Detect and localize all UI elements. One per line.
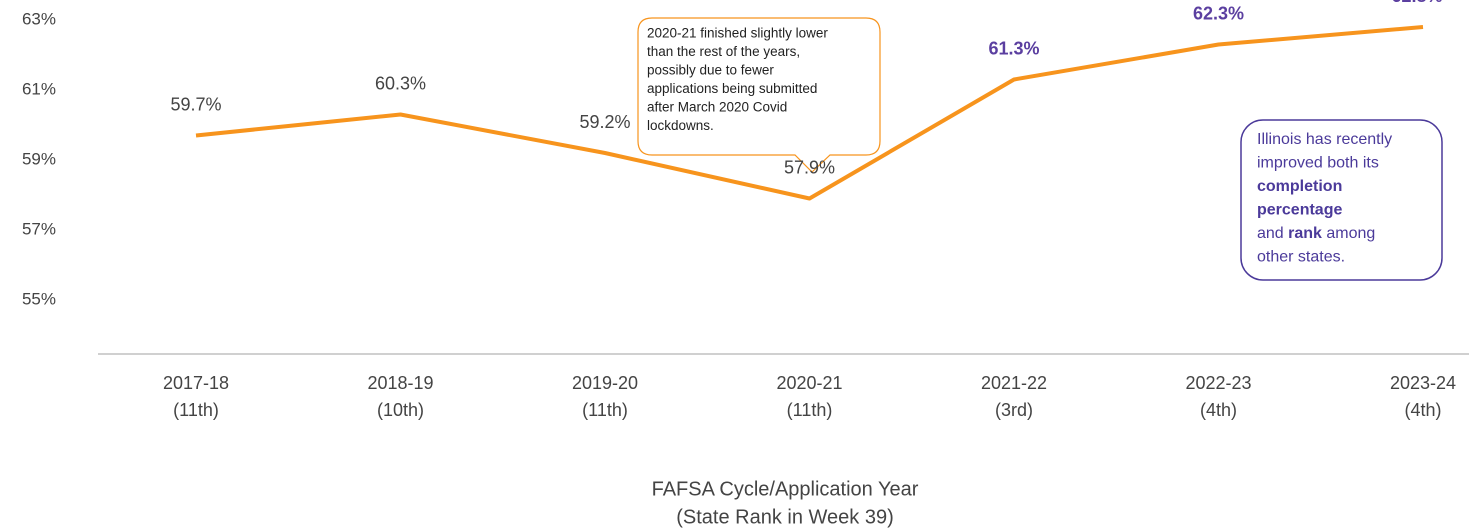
- x-tick-rank: (11th): [787, 400, 833, 420]
- note-segment: and: [1257, 225, 1288, 242]
- x-tick-rank: (11th): [173, 400, 219, 420]
- note-segment: completion: [1257, 178, 1342, 195]
- note-line: and rank among: [1257, 225, 1375, 242]
- x-tick-label: 2017-18: [163, 373, 229, 393]
- value-label: 61.3%: [988, 38, 1039, 58]
- callout-text: possibly due to fewer: [647, 63, 774, 78]
- x-tick-rank: (4th): [1404, 400, 1441, 420]
- value-label: 62.8%: [1391, 0, 1442, 6]
- note-line: Illinois has recently: [1257, 131, 1392, 148]
- x-tick-rank: (4th): [1200, 400, 1237, 420]
- callout-text: lockdowns.: [647, 118, 714, 133]
- note-line: other states.: [1257, 249, 1345, 266]
- x-tick-label: 2020-21: [776, 373, 842, 393]
- x-tick-rank: (11th): [582, 400, 628, 420]
- callout-text: after March 2020 Covid: [647, 100, 787, 115]
- note-segment: among: [1322, 225, 1375, 242]
- note-box: [1240, 119, 1443, 281]
- x-tick-label: 2023-24: [1390, 373, 1456, 393]
- x-axis-title: FAFSA Cycle/Application Year: [652, 478, 919, 500]
- note-segment: Illinois has recently: [1257, 131, 1392, 148]
- y-tick-label: 63%: [22, 9, 56, 28]
- x-tick-label: 2018-19: [367, 373, 433, 393]
- note-line: improved both its: [1257, 155, 1379, 172]
- x-tick-label: 2021-22: [981, 373, 1047, 393]
- value-label: 60.3%: [375, 73, 426, 93]
- data-line: [195, 25, 1424, 201]
- value-label: 59.7%: [170, 94, 221, 114]
- value-label: 57.9%: [784, 157, 835, 177]
- note-segment: rank: [1288, 225, 1322, 242]
- callout-text: 2020-21 finished slightly lower: [647, 26, 828, 41]
- callout-box: [637, 17, 881, 173]
- x-tick-rank: (10th): [377, 400, 424, 420]
- note-segment: improved both its: [1257, 155, 1379, 172]
- y-tick-label: 59%: [22, 149, 56, 168]
- y-tick-label: 61%: [22, 79, 56, 98]
- callout-text: than the rest of the years,: [647, 44, 800, 59]
- y-tick-label: 55%: [22, 289, 56, 308]
- note-segment: other states.: [1257, 249, 1345, 266]
- callout-text: applications being submitted: [647, 81, 817, 96]
- x-tick-rank: (3rd): [995, 400, 1033, 420]
- x-tick-label: 2022-23: [1185, 373, 1251, 393]
- x-axis-title: (State Rank in Week 39): [676, 506, 894, 528]
- x-tick-label: 2019-20: [572, 373, 638, 393]
- value-label: 59.2%: [579, 112, 630, 132]
- note-segment: percentage: [1257, 202, 1342, 219]
- note-line: percentage: [1257, 202, 1342, 219]
- note-line: completion: [1257, 178, 1342, 195]
- y-tick-label: 57%: [22, 219, 56, 238]
- value-label: 62.3%: [1193, 3, 1244, 23]
